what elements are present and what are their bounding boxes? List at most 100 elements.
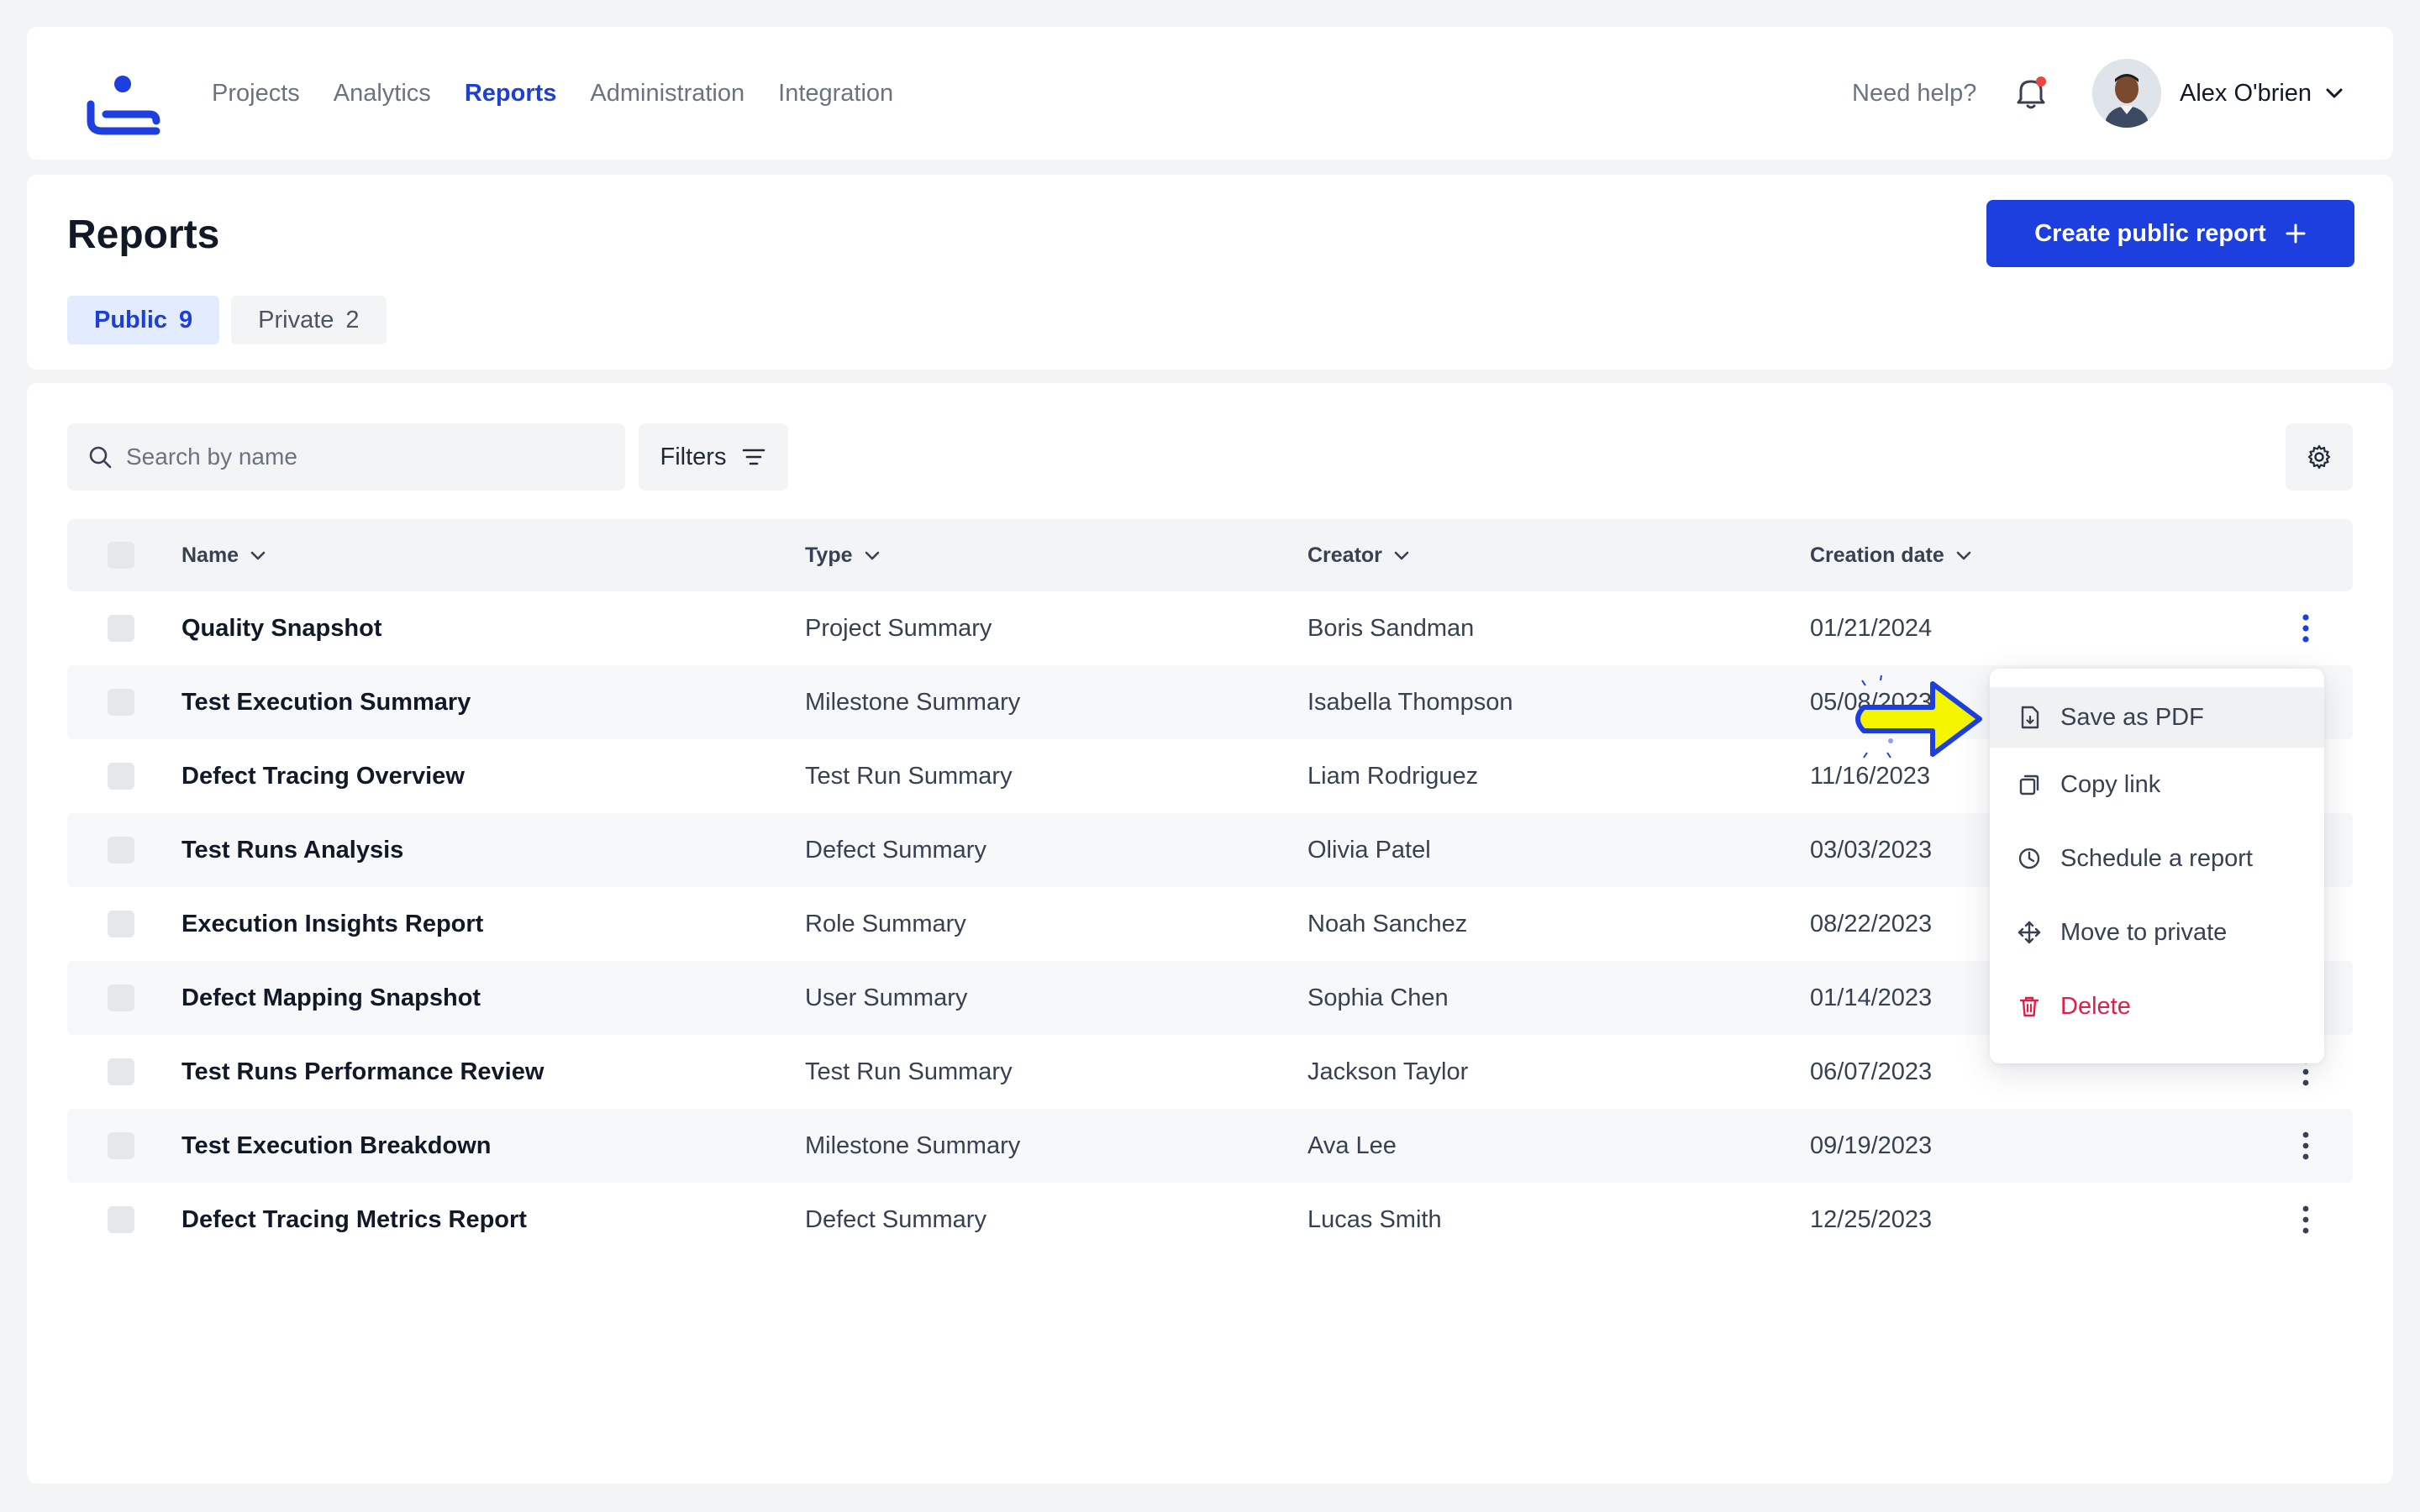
app-logo-icon[interactable] — [81, 72, 165, 139]
gear-icon — [2307, 444, 2331, 470]
kebab-menu-icon — [2302, 1131, 2309, 1160]
menu-item-label: Delete — [2060, 992, 2131, 1020]
row-checkbox[interactable] — [108, 763, 134, 790]
report-type: Defect Summary — [805, 1205, 986, 1233]
nav-projects[interactable]: Projects — [212, 79, 300, 107]
report-name[interactable]: Test Runs Analysis — [182, 836, 404, 864]
chevron-down-icon — [1394, 551, 1409, 560]
tab-count: 2 — [345, 306, 360, 333]
row-checkbox[interactable] — [108, 615, 134, 642]
row-actions-menu: Save as PDF Copy link Schedule a report … — [1990, 669, 2324, 1063]
table-row[interactable]: Test Runs Analysis Defect Summary Olivia… — [67, 813, 2353, 887]
report-name[interactable]: Test Runs Performance Review — [182, 1058, 544, 1085]
row-checkbox[interactable] — [108, 1132, 134, 1159]
column-header-creator[interactable]: Creator — [1307, 519, 1411, 591]
table-body: Quality Snapshot Project Summary Boris S… — [67, 591, 2353, 1257]
table-settings-button[interactable] — [2286, 423, 2353, 491]
report-name[interactable]: Execution Insights Report — [182, 910, 484, 937]
column-header-type[interactable]: Type — [805, 519, 881, 591]
menu-item-copy-link[interactable]: Copy link — [1990, 748, 2324, 822]
report-name[interactable]: Defect Tracing Overview — [182, 762, 465, 790]
table-row[interactable]: Quality Snapshot Project Summary Boris S… — [67, 591, 2353, 665]
menu-item-delete[interactable]: Delete — [1990, 969, 2324, 1043]
nav-reports[interactable]: Reports — [464, 79, 557, 107]
select-all-checkbox[interactable] — [108, 542, 134, 569]
user-avatar-icon — [2092, 59, 2161, 128]
report-date: 11/16/2023 — [1810, 762, 1930, 790]
row-actions-button[interactable] — [2286, 608, 2326, 648]
row-checkbox[interactable] — [108, 837, 134, 864]
report-type: Project Summary — [805, 614, 992, 642]
move-icon — [2018, 921, 2041, 944]
search-box[interactable] — [67, 423, 625, 491]
create-public-report-button[interactable]: Create public report — [1986, 200, 2354, 267]
help-link[interactable]: Need help? — [1852, 79, 1977, 107]
report-name[interactable]: Quality Snapshot — [182, 614, 382, 642]
menu-item-schedule-report[interactable]: Schedule a report — [1990, 822, 2324, 895]
row-checkbox[interactable] — [108, 1058, 134, 1085]
row-actions-button[interactable] — [2286, 1126, 2326, 1166]
tab-label: Public — [94, 306, 168, 333]
table-row[interactable]: Defect Tracing Metrics Report Defect Sum… — [67, 1183, 2353, 1257]
menu-item-label: Save as PDF — [2060, 703, 2204, 731]
notification-bell-icon[interactable] — [2012, 74, 2050, 113]
top-navigation-bar: Projects Analytics Reports Administratio… — [27, 27, 2393, 160]
filter-lines-icon — [743, 449, 765, 465]
nav-administration[interactable]: Administration — [590, 79, 745, 107]
row-checkbox[interactable] — [108, 689, 134, 716]
report-creator: Liam Rodriguez — [1307, 762, 1479, 790]
column-header-creation-date[interactable]: Creation date — [1810, 519, 1973, 591]
report-type: Test Run Summary — [805, 762, 1013, 790]
table-row[interactable]: Defect Tracing Overview Test Run Summary… — [67, 739, 2353, 813]
row-checkbox[interactable] — [108, 911, 134, 937]
user-menu[interactable]: Alex O'brien — [2180, 27, 2345, 160]
chevron-down-icon — [865, 551, 879, 560]
save-pdf-icon — [2021, 706, 2039, 729]
tab-public[interactable]: Public 9 — [67, 296, 220, 344]
row-checkbox[interactable] — [108, 1206, 134, 1233]
nav-integration[interactable]: Integration — [778, 79, 894, 107]
report-creator: Isabella Thompson — [1307, 688, 1513, 716]
table-row[interactable]: Execution Insights Report Role Summary N… — [67, 887, 2353, 961]
menu-item-move-to-private[interactable]: Move to private — [1990, 895, 2324, 969]
trash-icon — [2019, 996, 2039, 1017]
report-name[interactable]: Defect Mapping Snapshot — [182, 984, 481, 1011]
table-header: Name Type Creator Creation date — [67, 519, 2353, 591]
report-creator: Ava Lee — [1307, 1131, 1397, 1159]
report-name[interactable]: Test Execution Summary — [182, 688, 471, 716]
menu-item-label: Move to private — [2060, 918, 2228, 946]
report-creator: Sophia Chen — [1307, 984, 1449, 1011]
report-date: 03/03/2023 — [1810, 836, 1933, 864]
page-title: Reports — [67, 213, 220, 257]
report-creator: Lucas Smith — [1307, 1205, 1442, 1233]
nav-analytics[interactable]: Analytics — [333, 79, 431, 107]
reports-table-panel: Filters Name Type Creator Creation date — [27, 383, 2393, 1483]
create-button-label: Create public report — [2034, 219, 2266, 247]
row-actions-button[interactable] — [2286, 1200, 2326, 1240]
table-row[interactable]: Test Runs Performance Review Test Run Su… — [67, 1035, 2353, 1109]
menu-item-label: Copy link — [2060, 770, 2161, 798]
tab-private[interactable]: Private 2 — [231, 296, 387, 344]
search-input[interactable] — [126, 444, 597, 470]
avatar[interactable] — [2092, 59, 2161, 128]
report-date: 09/19/2023 — [1810, 1131, 1933, 1159]
report-date: 08/22/2023 — [1810, 910, 1933, 937]
report-name[interactable]: Defect Tracing Metrics Report — [182, 1205, 527, 1233]
column-header-name[interactable]: Name — [182, 519, 267, 591]
report-date: 12/25/2023 — [1810, 1205, 1933, 1233]
table-row[interactable]: Test Execution Breakdown Milestone Summa… — [67, 1109, 2353, 1183]
menu-item-label: Schedule a report — [2060, 844, 2253, 872]
report-name[interactable]: Test Execution Breakdown — [182, 1131, 492, 1159]
report-creator: Noah Sanchez — [1307, 910, 1468, 937]
report-type: Milestone Summary — [805, 1131, 1021, 1159]
report-type: Role Summary — [805, 910, 966, 937]
chevron-down-icon — [1956, 551, 1971, 560]
tab-count: 9 — [179, 306, 193, 333]
tab-label: Private — [258, 306, 334, 333]
filters-button[interactable]: Filters — [639, 423, 788, 491]
main-nav: Projects Analytics Reports Administratio… — [212, 27, 893, 160]
table-row[interactable]: Defect Mapping Snapshot User Summary Sop… — [67, 961, 2353, 1035]
report-date: 01/14/2023 — [1810, 984, 1933, 1011]
menu-item-save-as-pdf[interactable]: Save as PDF — [1990, 687, 2324, 748]
row-checkbox[interactable] — [108, 984, 134, 1011]
